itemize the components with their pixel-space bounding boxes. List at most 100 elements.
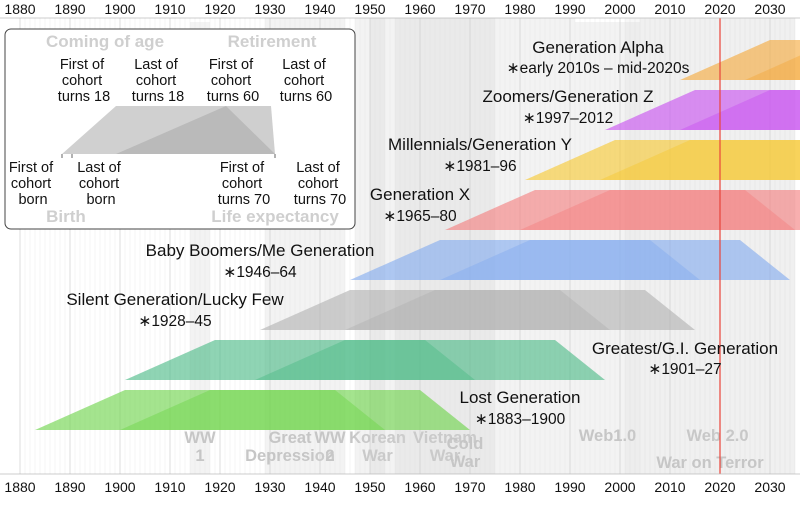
generation-core-genx [520,190,795,230]
tick-label-top: 1910 [154,1,185,17]
tick-label-bottom: 1980 [504,479,535,495]
tick-label-top: 1990 [554,1,585,17]
tick-label-bottom: 1940 [304,479,335,495]
tick-label-top: 1970 [454,1,485,17]
generation-band-geny [525,140,800,180]
generation-title-genx: Generation X [370,185,470,204]
generation-core-gi [255,340,475,380]
generation-lifespan-lost [35,390,470,430]
generation-lifespan-gi [125,340,605,380]
tick-label-top: 1960 [404,1,435,17]
generation-range-genx: ∗1965–80 [383,208,457,225]
event-label-great-depression: Great Depression [245,429,335,465]
generation-lifespan-geny [525,140,800,180]
generation-title-alpha: Generation Alpha [532,38,664,57]
tick-label-top: 2030 [754,1,785,17]
tick-label-bottom: 1950 [354,479,385,495]
generation-band-lost [35,390,470,430]
generation-lifespan-alpha [680,40,800,80]
legend-box: Coming of age Retirement Birth Life expe… [4,28,356,230]
generation-range-alpha: ∗early 2010s – mid-2020s [507,60,690,77]
tick-label-bottom: 1930 [254,479,285,495]
tick-label-bottom: 2030 [754,479,785,495]
legend-last-born: Last of cohort born [77,160,125,208]
legend-coming-of-age-title: Coming of age [46,32,164,51]
generation-range-gi: ∗1901–27 [648,361,721,378]
generation-band-genz [605,90,800,130]
event-label-ww2: WW 2 [314,429,346,465]
tick-label-bottom: 1920 [204,479,235,495]
tick-label-bottom: 1910 [154,479,185,495]
tick-label-top: 1880 [4,1,35,17]
event-label-vietnam-war: Vietnam War [413,429,477,465]
generation-lifespan-boomers [350,240,790,280]
tick-label-top: 1900 [104,1,135,17]
generation-band-genx [445,190,800,230]
legend-life-expectancy-title: Life expectancy [211,207,339,226]
tick-label-top: 1940 [304,1,335,17]
generation-band-alpha [680,40,800,80]
legend-first-born: First of cohort born [9,160,57,208]
generation-range-boomers: ∗1946–64 [223,264,297,281]
generation-title-gi: Greatest/G.I. Generation [592,339,778,358]
generation-band-boomers [350,240,790,280]
tick-label-top: 2010 [654,1,685,17]
generation-core-geny [600,140,800,180]
tick-label-bottom: 1960 [404,479,435,495]
generation-core-alpha [745,55,800,80]
tick-label-bottom: 2020 [704,479,735,495]
generation-lifespan-silent [260,290,695,330]
event-label-war-on-terror: War on Terror [656,454,764,472]
tick-label-bottom: 1900 [104,479,135,495]
generation-title-silent: Silent Generation/Lucky Few [66,290,284,309]
tick-label-bottom: 2010 [654,479,685,495]
tick-label-top: 1920 [204,1,235,17]
generation-band-gi [125,340,605,380]
generation-bands [35,40,800,430]
generation-title-genz: Zoomers/Generation Z [482,87,653,106]
tick-label-top: 1890 [54,1,85,17]
tick-label-top: 2020 [704,1,735,17]
generation-core-silent [345,290,610,330]
generation-band-silent [260,290,695,330]
legend-first-turns-70: First of cohort turns 70 [218,160,270,208]
generation-range-silent: ∗1928–45 [138,313,211,330]
generation-core-lost [120,390,385,430]
legend-birth-title: Birth [46,207,86,226]
year-axis: 1880 1880 1890 1890 1900 1900 1910 1910 1920 1920… [0,1,800,495]
legend-retirement-title: Retirement [228,32,317,51]
legend-last-turns-18: Last of cohort turns 18 [132,57,184,105]
generation-title-lost: Lost Generation [460,388,581,407]
event-label-ww1: WW 1 [184,429,216,465]
legend-last-turns-60: Last of cohort turns 60 [280,57,332,105]
generation-title-geny: Millennials/Generation Y [388,135,572,154]
tick-label-bottom: 2000 [604,479,635,495]
generation-labels: Generation Alpha ∗early 2010s – mid-2020s… [66,38,778,428]
tick-label-bottom: 1890 [54,479,85,495]
tick-label-bottom: 1880 [4,479,35,495]
generation-range-lost: ∗1883–1900 [475,411,566,428]
generation-lifespan-genz [605,90,800,130]
tick-label-bottom: 1970 [454,479,485,495]
legend-last-turns-70: Last of cohort turns 70 [294,160,346,208]
generation-core-boomers [440,240,700,280]
legend-band-retirement [116,106,275,154]
generation-range-geny: ∗1981–96 [443,158,516,175]
generation-title-boomers: Baby Boomers/Me Generation [146,241,375,260]
legend-first-turns-60: First of cohort turns 60 [207,57,259,105]
tick-label-top: 1930 [254,1,285,17]
tick-label-bottom: 1990 [554,479,585,495]
tick-label-top: 1950 [354,1,385,17]
event-label-web2: Web 2.0 [686,427,748,445]
event-label-web1: Web1.0 [579,427,636,445]
legend-first-turns-18: First of cohort turns 18 [58,57,110,105]
event-label-korean-war: Korean War [349,429,406,465]
generation-core-genz [680,90,800,130]
generation-range-genz: ∗1997–2012 [523,110,614,127]
tick-label-top: 2000 [604,1,635,17]
generation-lifespan-genx [445,190,800,230]
tick-label-top: 1980 [504,1,535,17]
event-label-cold-war: Cold War [447,435,484,471]
